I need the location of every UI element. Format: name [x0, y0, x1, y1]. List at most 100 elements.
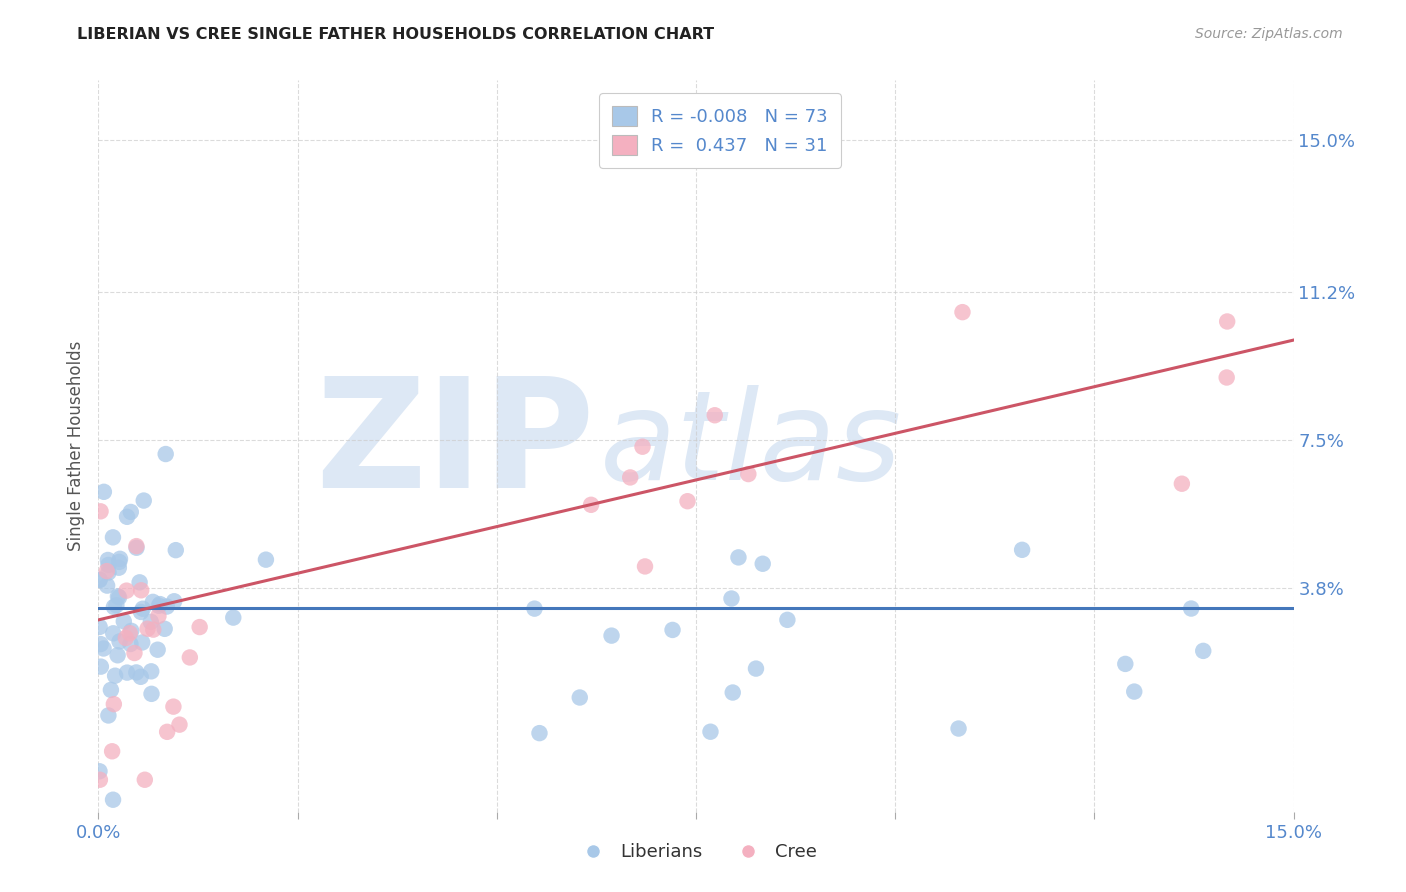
Point [523, 601, 546, 615]
Point [1180, 601, 1202, 615]
Point [169, 717, 191, 731]
Point [163, 594, 186, 608]
Point [118, 626, 141, 640]
Text: ZIP: ZIP [315, 371, 595, 521]
Point [222, 610, 245, 624]
Point [97, 708, 120, 723]
Point [153, 622, 176, 636]
Point [727, 550, 749, 565]
Point [1123, 684, 1146, 698]
Point [703, 409, 725, 423]
Point [89, 620, 111, 634]
Point [1011, 542, 1033, 557]
Point [89, 573, 111, 587]
Point [97, 566, 120, 580]
Point [745, 662, 768, 676]
Point [155, 447, 177, 461]
Point [568, 690, 591, 705]
Point [1215, 370, 1237, 384]
Point [96, 564, 118, 578]
Point [103, 626, 125, 640]
Point [149, 597, 172, 611]
Point [108, 634, 131, 648]
Point [108, 560, 131, 574]
Legend: Liberians, Cree: Liberians, Cree [568, 836, 824, 869]
Point [108, 555, 131, 569]
Point [751, 557, 773, 571]
Point [89, 573, 111, 587]
Point [96, 578, 118, 592]
Point [141, 665, 163, 679]
Point [162, 699, 184, 714]
Point [90, 637, 112, 651]
Point [142, 595, 165, 609]
Point [101, 744, 124, 758]
Point [634, 559, 657, 574]
Point [93, 641, 115, 656]
Point [139, 615, 162, 629]
Point [120, 505, 142, 519]
Text: LIBERIAN VS CREE SINGLE FATHER HOUSEHOLDS CORRELATION CHART: LIBERIAN VS CREE SINGLE FATHER HOUSEHOLD… [77, 27, 714, 42]
Point [737, 467, 759, 481]
Point [105, 599, 128, 613]
Text: atlas: atlas [600, 385, 903, 507]
Point [1171, 476, 1194, 491]
Point [156, 724, 179, 739]
Point [90, 659, 112, 673]
Point [529, 726, 551, 740]
Point [101, 530, 124, 544]
Point [125, 665, 148, 680]
Point [631, 440, 654, 454]
Point [948, 722, 970, 736]
Point [179, 650, 201, 665]
Point [128, 575, 150, 590]
Point [108, 591, 131, 605]
Y-axis label: Single Father Households: Single Father Households [66, 341, 84, 551]
Point [97, 558, 120, 572]
Point [104, 669, 127, 683]
Point [124, 646, 146, 660]
Point [129, 670, 152, 684]
Point [142, 623, 165, 637]
Point [1192, 644, 1215, 658]
Point [97, 553, 120, 567]
Point [1216, 314, 1239, 328]
Point [134, 772, 156, 787]
Point [699, 724, 721, 739]
Point [661, 623, 683, 637]
Point [132, 493, 155, 508]
Point [952, 305, 974, 319]
Point [720, 591, 742, 606]
Point [115, 583, 138, 598]
Point [115, 665, 138, 680]
Point [188, 620, 211, 634]
Point [254, 552, 277, 566]
Point [148, 609, 170, 624]
Text: Source: ZipAtlas.com: Source: ZipAtlas.com [1195, 27, 1343, 41]
Point [93, 484, 115, 499]
Point [136, 622, 159, 636]
Point [89, 764, 111, 779]
Point [90, 504, 112, 518]
Point [101, 793, 124, 807]
Point [125, 541, 148, 555]
Point [125, 539, 148, 553]
Point [114, 631, 136, 645]
Point [107, 648, 129, 663]
Point [1114, 657, 1136, 671]
Point [89, 772, 111, 787]
Point [165, 543, 187, 558]
Point [156, 599, 179, 614]
Point [141, 687, 163, 701]
Point [120, 637, 142, 651]
Point [148, 599, 170, 613]
Point [132, 601, 155, 615]
Point [112, 615, 135, 629]
Point [103, 697, 125, 711]
Point [131, 635, 153, 649]
Point [721, 685, 744, 699]
Point [108, 551, 131, 566]
Point [120, 624, 142, 638]
Point [129, 583, 152, 598]
Point [579, 498, 602, 512]
